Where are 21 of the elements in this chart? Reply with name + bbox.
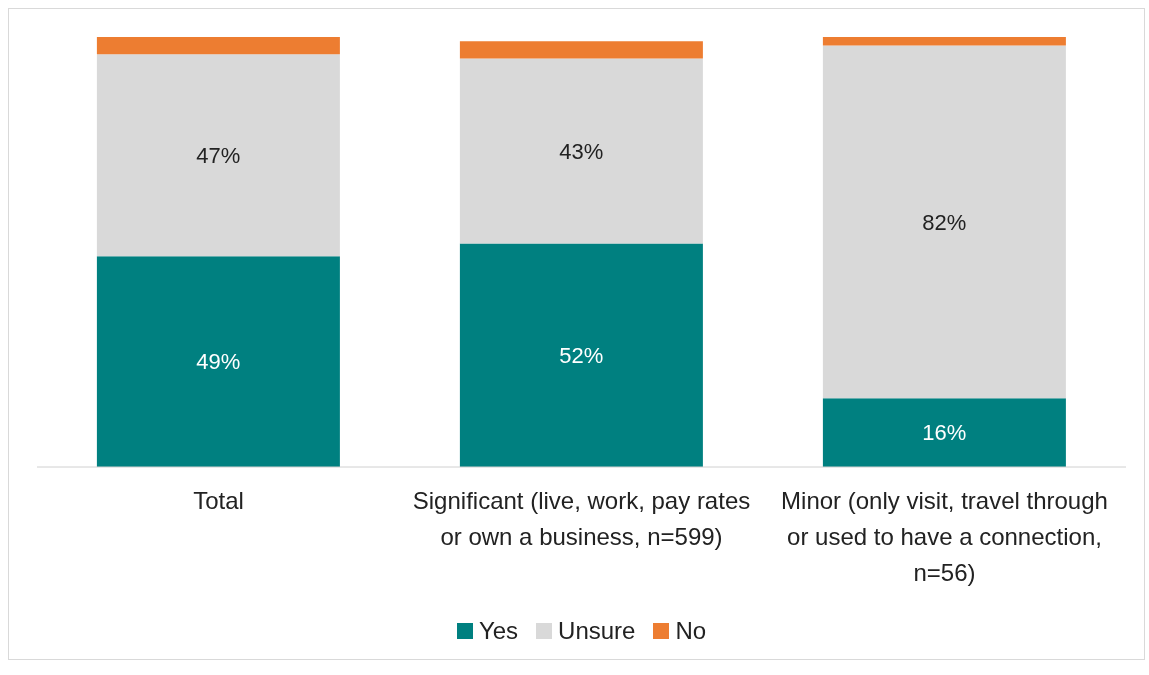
- data-label: 52%: [559, 343, 604, 369]
- data-label: 16%: [922, 420, 967, 446]
- legend-label: Unsure: [558, 617, 636, 645]
- bar: [822, 398, 1066, 467]
- data-label: 82%: [922, 209, 967, 235]
- bar: [96, 54, 340, 257]
- data-label: 49%: [196, 349, 241, 375]
- x-tick-label: Minor (only visit, travel through or used to have a connection, n=56): [780, 486, 1109, 588]
- bar: [822, 45, 1066, 399]
- legend-label: Yes: [478, 617, 519, 645]
- bar: [459, 58, 703, 244]
- x-tick-label: Total: [193, 486, 244, 516]
- bar: [459, 41, 703, 59]
- bar: [96, 37, 340, 55]
- legend-label: No: [675, 617, 707, 645]
- x-tick-label: Significant (live, work, pay rates or own a business, n=599): [411, 486, 752, 552]
- bar: [459, 243, 703, 467]
- bar: [822, 37, 1066, 46]
- data-label: 43%: [559, 138, 604, 164]
- bar: [96, 256, 340, 467]
- data-label: 47%: [196, 143, 241, 169]
